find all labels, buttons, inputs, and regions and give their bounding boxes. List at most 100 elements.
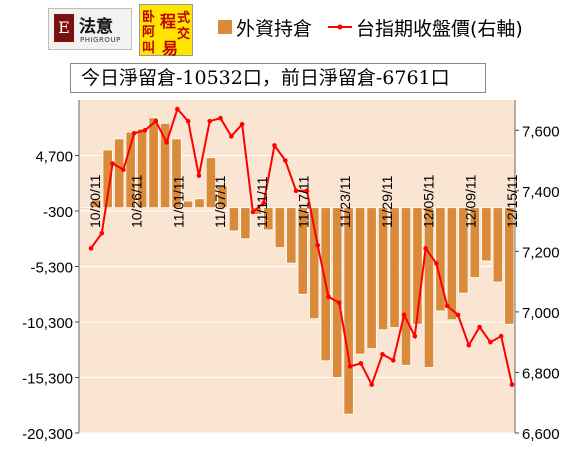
series-point bbox=[423, 246, 428, 251]
series-point bbox=[121, 167, 126, 172]
x-tick-label: 11/17/11 bbox=[296, 175, 312, 228]
bar bbox=[492, 207, 503, 283]
bar bbox=[469, 207, 480, 278]
series-point bbox=[509, 382, 515, 387]
y-left-tick-label: 4,700 bbox=[35, 149, 73, 166]
legend-bar-label: 外資持倉 bbox=[236, 18, 313, 40]
series-point bbox=[369, 382, 374, 387]
bar bbox=[102, 149, 113, 209]
bar bbox=[194, 198, 205, 209]
bar bbox=[286, 207, 297, 264]
series-point bbox=[466, 342, 472, 348]
bar bbox=[423, 207, 435, 368]
y-right-tick-label: 6,600 bbox=[522, 426, 560, 443]
series-point bbox=[164, 140, 169, 145]
bar bbox=[446, 207, 458, 321]
series-point bbox=[401, 312, 407, 318]
bar bbox=[159, 122, 171, 209]
logo-char: 式 bbox=[177, 11, 191, 26]
bar bbox=[136, 128, 148, 209]
bar bbox=[114, 138, 125, 209]
bar bbox=[274, 207, 285, 249]
series-point bbox=[283, 158, 288, 163]
logo-subtitle: PHIGROUP bbox=[80, 36, 121, 44]
x-tick-label: 12/05/11 bbox=[421, 174, 437, 228]
series-point bbox=[477, 324, 482, 330]
series-line bbox=[90, 107, 513, 388]
bar bbox=[412, 207, 423, 325]
series-point bbox=[358, 361, 364, 366]
series-point bbox=[455, 312, 461, 318]
y-right-tick-label: 6,800 bbox=[522, 365, 560, 382]
logo-char: 卧 bbox=[142, 10, 156, 25]
bar bbox=[171, 138, 182, 209]
logo-char: 交 bbox=[177, 27, 191, 42]
series-point bbox=[239, 121, 245, 127]
series-point bbox=[142, 127, 148, 133]
bar bbox=[148, 117, 159, 209]
logo-char: 易 bbox=[162, 39, 179, 58]
series-point bbox=[196, 173, 202, 178]
series-point bbox=[229, 134, 234, 139]
series-point bbox=[336, 300, 342, 306]
series-point bbox=[326, 294, 331, 300]
bar bbox=[504, 207, 515, 325]
series-point bbox=[110, 161, 115, 166]
logo-name: 法意 bbox=[79, 17, 113, 37]
series-point bbox=[293, 188, 299, 194]
bar bbox=[125, 131, 136, 209]
bar bbox=[377, 207, 389, 331]
bar bbox=[435, 207, 446, 312]
y-right-tick-label: 7,400 bbox=[522, 184, 560, 201]
logo-char: 阿 bbox=[142, 25, 156, 40]
x-tick-label: 11/11/11 bbox=[254, 176, 270, 228]
series-point bbox=[304, 188, 310, 194]
page-title: 今日淨留倉-10532口，前日淨留倉-6761口 bbox=[70, 63, 486, 93]
program-trading-logo: 卧 程 式 阿 交 叫 易 bbox=[139, 4, 193, 58]
bar bbox=[366, 207, 377, 350]
bar bbox=[263, 207, 274, 231]
legend-line-label: 台指期收盤價(右軸) bbox=[356, 18, 523, 40]
bar bbox=[91, 199, 102, 209]
series-point bbox=[175, 106, 180, 112]
y-right-tick-label: 7,200 bbox=[522, 244, 560, 261]
series-point bbox=[488, 339, 493, 345]
x-tick-label: 10/20/11 bbox=[87, 174, 103, 228]
y-right-tick-label: 7,000 bbox=[522, 305, 560, 322]
series-point bbox=[347, 364, 353, 369]
y-left-tick-label: -5,300 bbox=[30, 260, 73, 277]
x-tick-label: 12/09/11 bbox=[462, 174, 478, 228]
bar bbox=[182, 200, 194, 209]
series-point bbox=[218, 115, 223, 121]
bar bbox=[228, 207, 240, 232]
bar bbox=[389, 207, 400, 328]
bar bbox=[309, 207, 320, 320]
series-point bbox=[153, 118, 159, 124]
x-tick-label: 11/23/11 bbox=[337, 175, 353, 228]
bar bbox=[458, 207, 469, 294]
phigroup-mark-icon: E bbox=[54, 14, 74, 42]
bar bbox=[240, 207, 251, 240]
series-point bbox=[185, 118, 191, 124]
series-point bbox=[315, 243, 320, 248]
series-point bbox=[131, 131, 137, 136]
series-point bbox=[498, 333, 504, 339]
bar bbox=[481, 207, 492, 262]
phigroup-logo: E 法意 PHIGROUP bbox=[48, 8, 132, 50]
x-tick-label: 11/01/11 bbox=[170, 175, 186, 228]
series-point bbox=[261, 200, 267, 206]
series-point bbox=[390, 358, 396, 363]
bar bbox=[205, 157, 217, 209]
y-left-tick-label: -15,300 bbox=[22, 371, 73, 388]
series-point bbox=[99, 230, 105, 236]
bar bbox=[297, 207, 308, 295]
series-point bbox=[444, 303, 450, 309]
bar bbox=[332, 207, 343, 378]
y-left-tick-label: -20,300 bbox=[22, 426, 73, 443]
y-right-tick-label: 7,600 bbox=[522, 123, 560, 140]
logo-char: 程 bbox=[160, 12, 177, 31]
logo-char: 叫 bbox=[142, 41, 156, 56]
series-point bbox=[88, 246, 94, 251]
x-tick-label: 10/26/11 bbox=[129, 174, 145, 228]
